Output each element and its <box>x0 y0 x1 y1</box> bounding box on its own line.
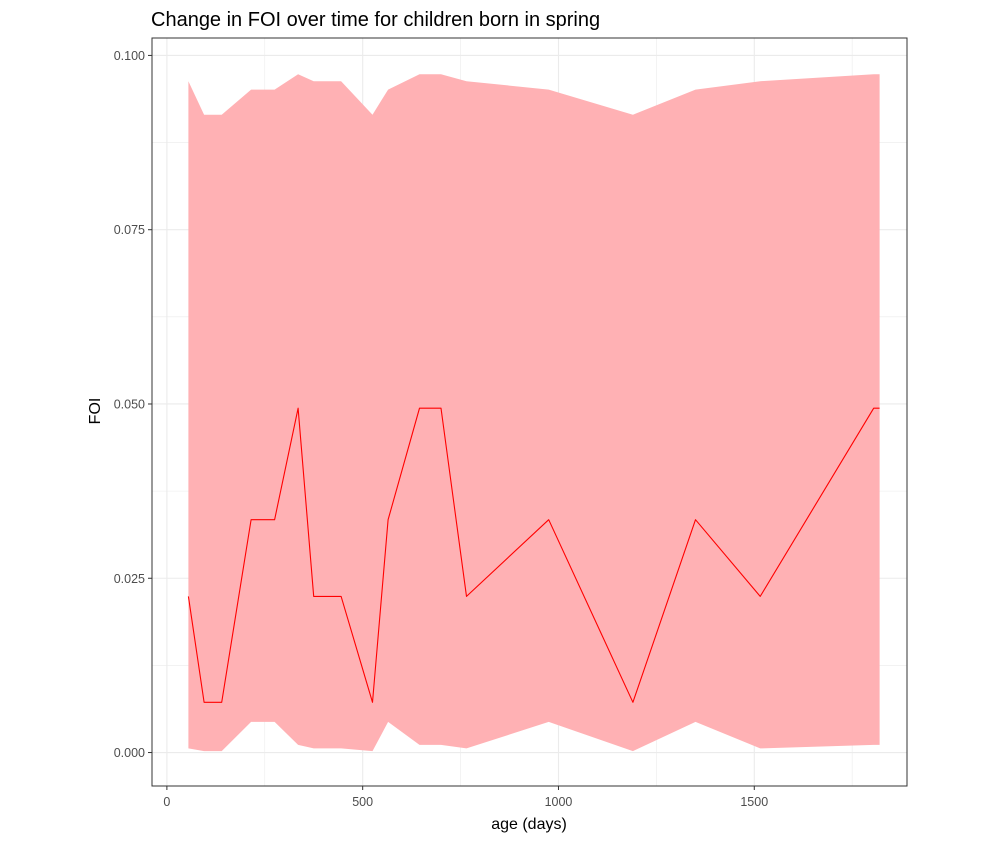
axis-ticks: 0 500 1000 1500 0.000 0.025 0.050 0.075 0.100 <box>114 49 769 809</box>
chart-title: Change in FOI over time for children bor… <box>151 9 600 31</box>
y-tick-label: 0.000 <box>114 746 145 760</box>
x-tick-label: 500 <box>352 795 373 809</box>
x-tick-label: 1500 <box>740 795 768 809</box>
y-tick-label: 0.025 <box>114 572 145 586</box>
y-tick-label: 0.050 <box>114 397 145 411</box>
y-tick-label: 0.075 <box>114 223 145 237</box>
x-tick-label: 1000 <box>545 795 573 809</box>
foi-lines <box>187 407 880 703</box>
foi-line <box>187 407 880 703</box>
y-tick-label: 0.100 <box>114 49 145 63</box>
panel-border <box>151 37 908 787</box>
confidence-ribbon <box>188 74 880 752</box>
x-axis-title: age (days) <box>491 816 567 833</box>
x-tick-label: 0 <box>163 795 170 809</box>
y-axis-title: FOI <box>87 398 104 425</box>
confidence-ribbons <box>188 74 880 752</box>
